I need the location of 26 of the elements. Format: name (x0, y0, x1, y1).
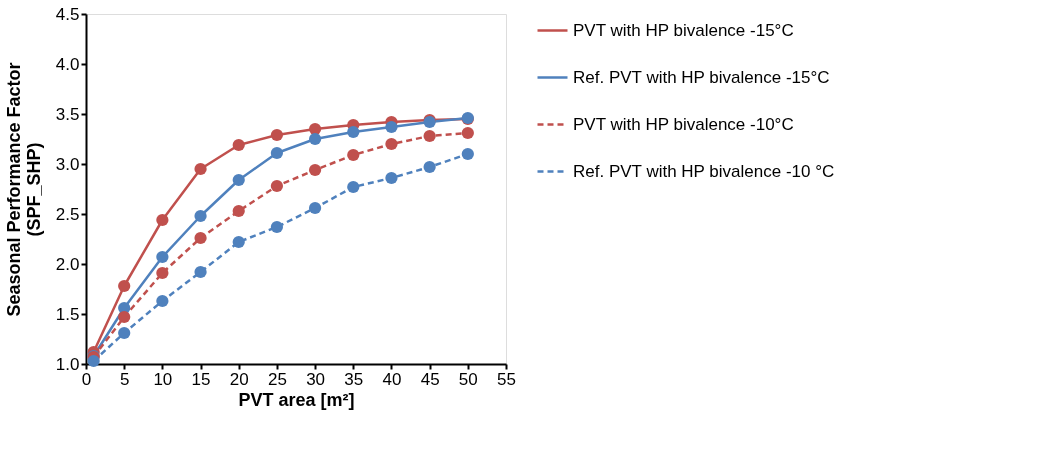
y-tick-label: 1.5 (55, 304, 80, 324)
x-tick-label: 55 (497, 369, 516, 389)
y-tick-label: 3.5 (55, 104, 80, 124)
legend-label: PVT with HP bivalence -10°C (573, 114, 794, 134)
legend-label: PVT with HP bivalence -15°C (573, 20, 794, 40)
y-tick-label: 2.0 (55, 254, 80, 274)
y-tick-label: 1.0 (55, 354, 80, 374)
legend-label: Ref. PVT with HP bivalence -10 °C (573, 161, 835, 181)
legend-label: Ref. PVT with HP bivalence -15°C (573, 67, 830, 87)
y-tick-label: 4.0 (55, 54, 80, 74)
x-tick-label: 5 (119, 369, 130, 389)
x-tick-label: 30 (306, 369, 326, 389)
x-tick-label: 20 (229, 369, 249, 389)
x-tick-label: 50 (458, 369, 478, 389)
x-tick-label: 25 (267, 369, 287, 389)
x-tick-label: 10 (153, 369, 173, 389)
x-axis-title: PVT area [m²] (238, 389, 355, 410)
x-tick-label: 35 (344, 369, 364, 389)
x-tick-label: 0 (81, 369, 92, 389)
x-tick-label: 15 (191, 369, 211, 389)
x-tick-label: 40 (382, 369, 402, 389)
y-tick-label: 4.5 (55, 4, 80, 24)
y-tick-label: 3.0 (55, 154, 80, 174)
y-tick-label: 2.5 (55, 204, 80, 224)
x-tick-label: 45 (420, 369, 440, 389)
y-axis-title: Seasonal Performance Factor (SPF_SHP) (3, 62, 44, 317)
